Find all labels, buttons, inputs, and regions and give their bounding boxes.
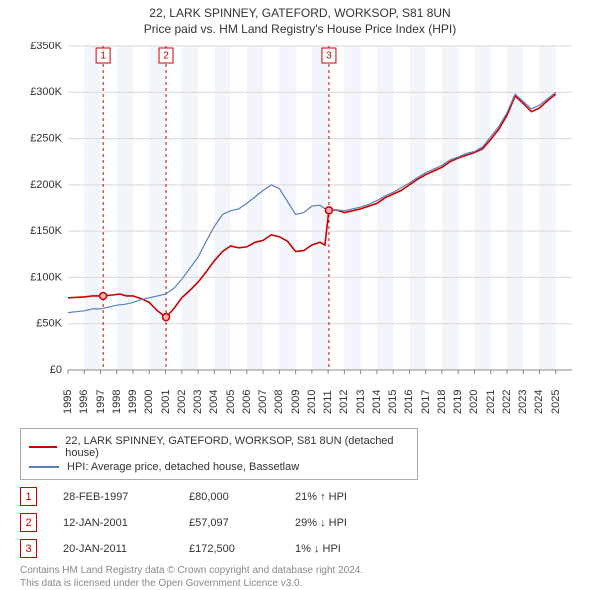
legend-swatch [29,446,57,448]
marker-row-price: £80,000 [189,491,269,503]
chart-area: £0 £50K £100K £150K £200K £250K £300K £350K 1 2 3 [20,42,580,382]
marker-table: 1 28-FEB-1997 £80,000 21% ↑ HPI 2 12-JAN-2001… [20,487,580,558]
y-tick-label: £200K [30,179,62,191]
marker-row-date: 12-JAN-2001 [63,517,163,529]
x-tick-label: 2025 [550,390,562,414]
attribution-footer: Contains HM Land Registry data © Crown c… [20,565,580,590]
marker-table-row: 3 20-JAN-2011 £172,500 1% ↓ HPI [20,539,580,558]
x-tick-label: 1995 [62,390,74,414]
x-tick-label: 2014 [371,390,383,414]
chart-svg: £0 £50K £100K £150K £200K £250K £300K £350K 1 2 3 [20,42,580,382]
x-tick-label: 2022 [501,390,513,414]
y-tick-label: £50K [36,318,62,330]
year-band [84,46,100,370]
x-axis-labels: 1995 1996 1997 1998 1999 2000 2001 2002 2003 2004… [20,382,580,418]
legend-swatch [29,466,59,468]
x-tick-label: 2012 [338,390,350,414]
year-band [409,46,425,370]
marker-row-date: 28-FEB-1997 [63,491,163,503]
x-tick-label: 1996 [78,390,90,414]
x-tick-label: 2001 [160,390,172,414]
marker-row-diff: 29% ↓ HPI [295,517,395,529]
legend-item: HPI: Average price, detached house, Bass… [29,461,409,473]
year-band [149,46,165,370]
x-tick-label: 2015 [387,390,399,414]
x-tick-label: 2006 [241,390,253,414]
y-tick-label: £350K [30,42,62,52]
x-tick-label: 2003 [192,390,204,414]
marker-row-price: £57,097 [189,517,269,529]
y-tick-label: £0 [50,364,62,376]
x-tick-label: 2017 [420,390,432,414]
marker-badge-label: 2 [163,51,169,62]
marker-row-badge: 2 [20,513,37,532]
marker-table-row: 1 28-FEB-1997 £80,000 21% ↑ HPI [20,487,580,506]
sale-point [163,314,170,321]
year-band [377,46,393,370]
x-tick-label: 2000 [143,390,155,414]
x-tick-label: 2016 [403,390,415,414]
marker-row-badge: 1 [20,487,37,506]
title-subtitle: Price paid vs. HM Land Registry's House … [10,22,590,36]
sale-point [100,292,107,299]
x-tick-label: 2019 [452,390,464,414]
year-band [279,46,295,370]
marker-row-badge: 3 [20,539,37,558]
x-tick-label: 2013 [355,390,367,414]
y-tick-label: £250K [30,132,62,144]
x-tick-label: 2010 [306,390,318,414]
marker-badge-label: 3 [326,51,332,62]
marker-row-date: 20-JAN-2011 [63,543,163,555]
year-band [442,46,458,370]
year-band [247,46,263,370]
x-tick-label: 1997 [95,390,107,414]
x-tick-label: 2020 [468,390,480,414]
marker-badge-label: 1 [100,51,106,62]
x-tick-label: 2009 [290,390,302,414]
legend-item: 22, LARK SPINNEY, GATEFORD, WORKSOP, S81… [29,435,409,459]
year-band [117,46,133,370]
x-tick-label: 1998 [111,390,123,414]
title-address: 22, LARK SPINNEY, GATEFORD, WORKSOP, S81… [10,6,590,20]
year-band [474,46,490,370]
legend-label: HPI: Average price, detached house, Bass… [67,461,299,473]
year-band [182,46,198,370]
legend-box: 22, LARK SPINNEY, GATEFORD, WORKSOP, S81… [20,428,418,480]
y-tick-label: £150K [30,225,62,237]
x-tick-label: 2011 [322,390,334,414]
x-tick-label: 2008 [273,390,285,414]
sale-point [325,207,332,214]
x-tick-label: 2018 [436,390,448,414]
x-tick-label: 2005 [225,390,237,414]
x-tick-label: 2002 [176,390,188,414]
x-tick-label: 2023 [517,390,529,414]
x-tick-label: 2007 [257,390,269,414]
x-tick-label: 1999 [127,390,139,414]
marker-row-diff: 21% ↑ HPI [295,491,395,503]
x-tick-label: 2024 [533,390,545,414]
legend-label: 22, LARK SPINNEY, GATEFORD, WORKSOP, S81… [65,435,409,459]
footer-line-2: This data is licensed under the Open Gov… [20,578,580,590]
marker-table-row: 2 12-JAN-2001 £57,097 29% ↓ HPI [20,513,580,532]
y-tick-label: £300K [30,86,62,98]
x-tick-label: 2004 [208,390,220,414]
x-tick-label: 2021 [485,390,497,414]
y-tick-label: £100K [30,271,62,283]
marker-row-price: £172,500 [189,543,269,555]
footer-line-1: Contains HM Land Registry data © Crown c… [20,565,580,578]
marker-row-diff: 1% ↓ HPI [295,543,395,555]
year-band [214,46,230,370]
